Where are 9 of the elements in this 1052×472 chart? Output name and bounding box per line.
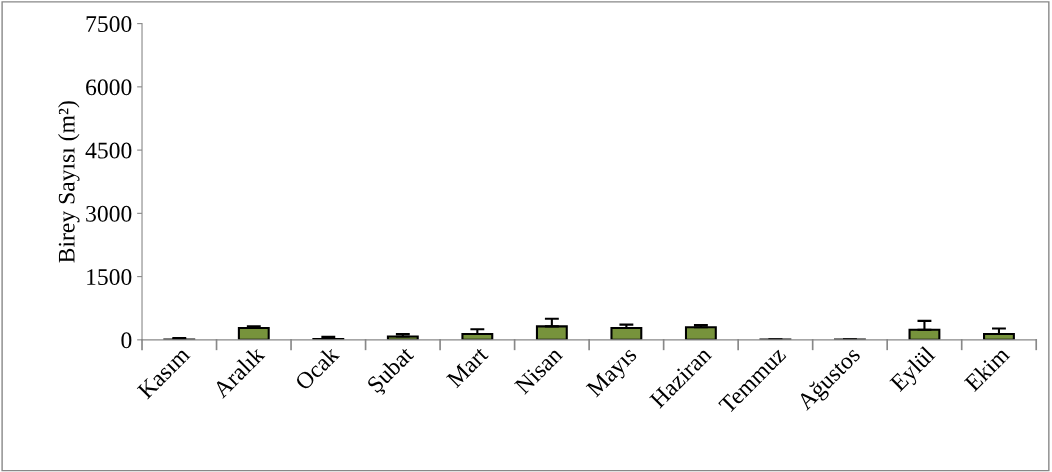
y-tick-label: 0 — [121, 332, 132, 349]
y-tick-label: 1500 — [87, 269, 132, 286]
y-axis-title: Birey Sayısı (m²) — [58, 101, 80, 263]
y-tick-label: 6000 — [86, 79, 132, 96]
y-tick-label: 7500 — [86, 16, 132, 33]
x-tick-label: Mart — [446, 345, 489, 389]
x-tick-label: Ocak — [293, 344, 341, 391]
y-tick-label: 4500 — [85, 142, 132, 159]
y-tick-label: 3000 — [86, 205, 132, 222]
